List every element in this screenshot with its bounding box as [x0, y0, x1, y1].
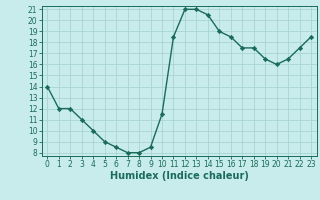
X-axis label: Humidex (Indice chaleur): Humidex (Indice chaleur): [110, 171, 249, 181]
